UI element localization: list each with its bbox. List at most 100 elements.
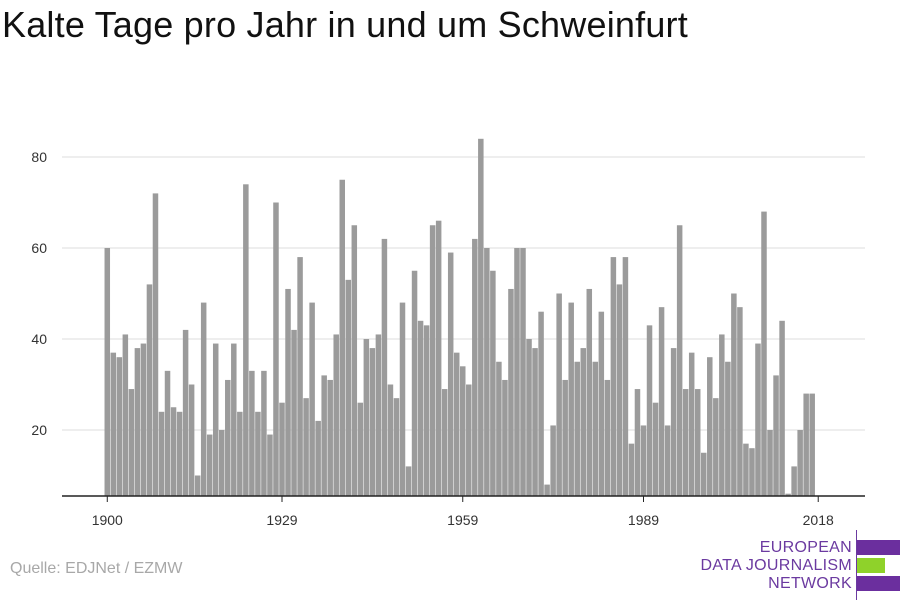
logo-text-line: EUROPEAN — [759, 539, 852, 556]
bar — [182, 329, 189, 496]
bar — [104, 248, 111, 496]
bar — [737, 307, 743, 496]
bar — [255, 411, 261, 496]
bar — [345, 279, 352, 496]
bar — [562, 379, 568, 496]
bar — [694, 389, 701, 496]
bar — [490, 270, 496, 496]
bar — [231, 343, 237, 496]
bar — [719, 334, 725, 496]
bar — [128, 389, 135, 496]
bar — [351, 225, 358, 496]
bar — [526, 339, 532, 496]
bar — [134, 348, 141, 496]
bar — [146, 284, 153, 496]
bar — [423, 325, 430, 496]
bar — [628, 443, 635, 496]
bar — [321, 375, 327, 496]
bar — [417, 320, 424, 496]
bar — [502, 379, 508, 496]
bar — [743, 443, 749, 496]
bar — [261, 370, 267, 496]
bar — [725, 361, 731, 496]
chart-title: Kalte Tage pro Jahr in und um Schweinfur… — [2, 4, 688, 45]
bar — [315, 420, 321, 496]
bar — [387, 384, 394, 496]
bar — [670, 348, 677, 496]
bar — [327, 379, 333, 496]
bar — [688, 352, 695, 496]
bar — [140, 343, 147, 496]
bars — [104, 138, 815, 497]
bar — [610, 257, 617, 496]
bar — [375, 334, 382, 496]
logo-bar-purple — [857, 540, 900, 555]
x-tick-label: 2018 — [803, 512, 834, 528]
logo-bar-green — [857, 558, 885, 573]
logo-bar-purple — [857, 576, 900, 591]
bar — [122, 334, 129, 496]
bar — [580, 348, 586, 496]
source-note: Quelle: EDJNet / EZMW — [10, 560, 183, 577]
bar — [713, 398, 719, 496]
bar — [363, 339, 370, 496]
bar — [598, 311, 605, 496]
bar — [429, 225, 436, 496]
bar — [411, 270, 418, 496]
bar — [652, 402, 659, 496]
bar — [707, 357, 713, 496]
bar — [333, 334, 339, 496]
bar — [176, 411, 183, 496]
bar — [225, 379, 231, 496]
bar — [592, 361, 599, 496]
bar — [640, 425, 647, 496]
bar — [622, 257, 629, 496]
bar — [544, 484, 550, 496]
bar — [381, 238, 388, 496]
bar — [676, 225, 683, 496]
x-tick-label: 1989 — [628, 512, 659, 528]
x-axis — [62, 495, 865, 502]
bar — [785, 493, 791, 496]
bar — [749, 448, 755, 496]
bar — [773, 375, 779, 496]
bar — [767, 430, 773, 496]
logo-text-line: NETWORK — [768, 575, 852, 592]
bar — [152, 193, 159, 496]
bar — [484, 248, 490, 496]
bar — [556, 293, 562, 496]
bar — [447, 252, 454, 496]
y-tick-label: 40 — [31, 331, 47, 347]
bar — [646, 325, 653, 496]
bar — [791, 466, 797, 496]
bar — [243, 184, 249, 497]
edjnet-logo[interactable]: EUROPEAN DATA JOURNALISM NETWORK — [700, 530, 900, 600]
bar — [616, 284, 623, 496]
bar — [405, 466, 412, 496]
bar — [550, 425, 556, 496]
bar — [453, 352, 460, 496]
bar — [514, 248, 520, 496]
bar — [285, 288, 291, 496]
x-tick-labels: 1900 1929 1959 1989 2018 — [92, 512, 834, 528]
bar — [206, 434, 213, 496]
bar — [478, 138, 484, 497]
bar — [664, 425, 671, 496]
y-axis: 20 40 60 80 — [31, 149, 47, 438]
bar — [303, 398, 309, 496]
bar — [116, 357, 123, 496]
bar — [194, 475, 201, 496]
bar — [508, 288, 514, 496]
bar — [731, 293, 737, 496]
bar — [586, 288, 593, 496]
bar — [339, 179, 345, 496]
bar — [158, 411, 165, 496]
bar — [291, 329, 297, 496]
bar — [297, 257, 303, 496]
bar — [273, 202, 279, 496]
y-tick-label: 60 — [31, 240, 47, 256]
bar — [568, 302, 574, 496]
bar — [441, 389, 448, 496]
bar — [761, 211, 767, 496]
bar — [682, 389, 689, 496]
